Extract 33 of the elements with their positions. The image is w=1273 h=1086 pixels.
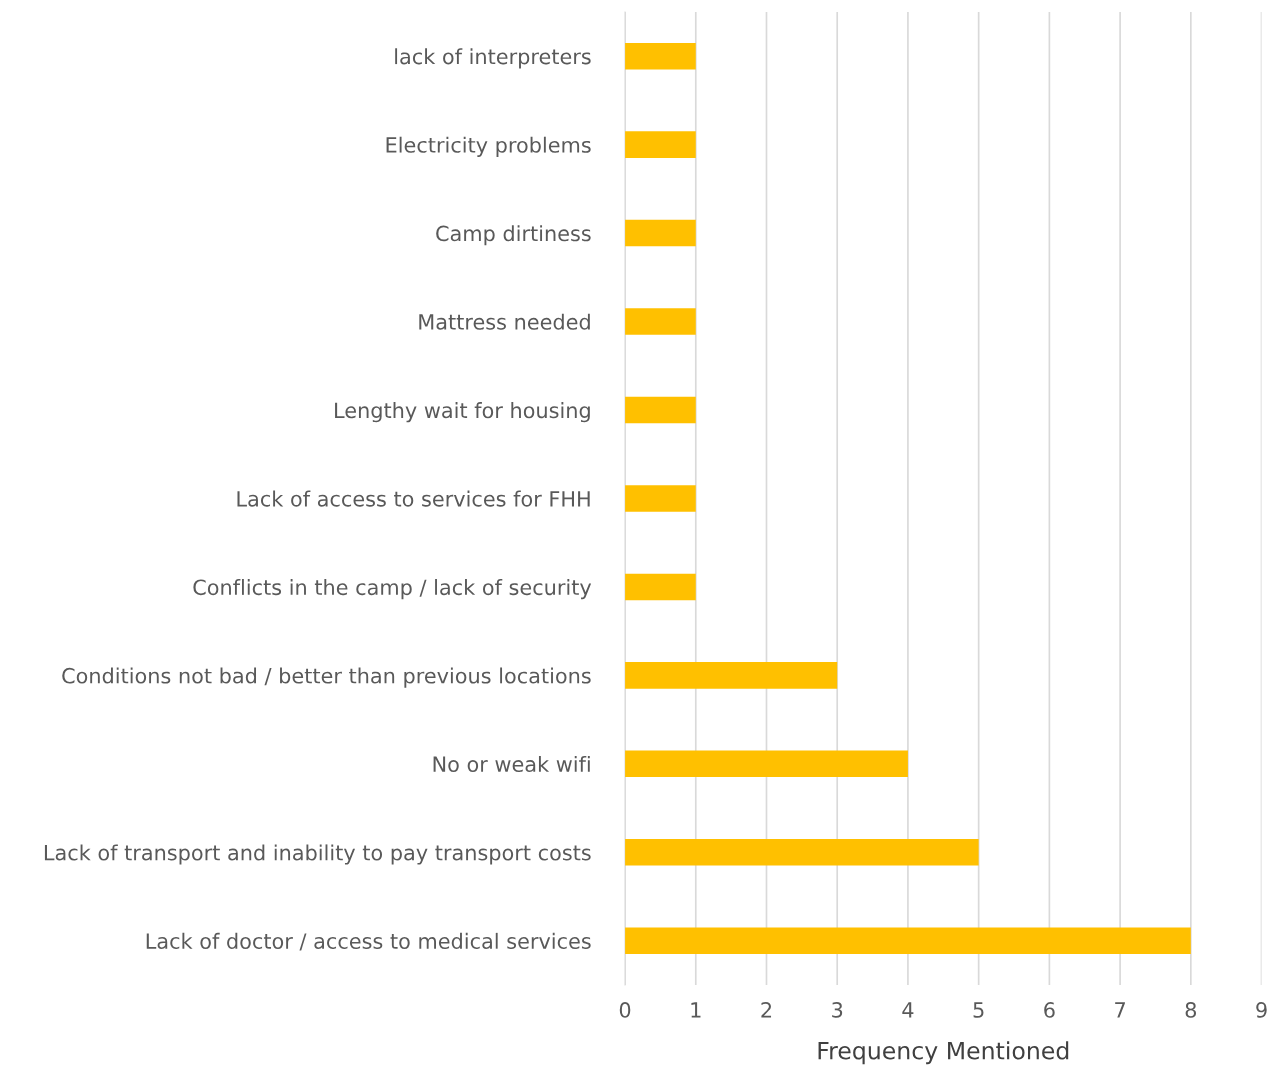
x-tick-label: 4: [902, 1002, 914, 1018]
bar: [625, 308, 696, 335]
y-tick-label: No or weak wifi: [433, 755, 590, 773]
y-tick-label: Mattress needed: [419, 313, 590, 330]
x-tick-label: 0: [619, 1002, 631, 1018]
y-tick-label: Camp dirtiness: [436, 225, 591, 246]
bar: [625, 839, 979, 866]
x-tick-label: 3: [832, 1002, 843, 1018]
y-tick-label: Lack of transport and inability to pay transport costs: [44, 844, 591, 865]
bar: [625, 219, 696, 247]
x-tick-label: 7: [1115, 1002, 1125, 1018]
bar: [625, 927, 1191, 955]
bar: [625, 750, 908, 778]
y-tick-label: Lengthy wait for housing: [335, 402, 590, 423]
bar: [625, 42, 696, 70]
bar: [625, 131, 696, 158]
y-tick-label: Conditions not bad / better than previous locations: [62, 667, 591, 688]
x-tick-label: 2: [761, 1002, 772, 1018]
bar: [625, 662, 838, 689]
y-tick-label: Lack of doctor / access to medical services: [146, 932, 591, 951]
x-axis-title: Frequency Mentioned: [818, 1041, 1069, 1065]
x-tick-label: 5: [973, 1002, 984, 1018]
bar: [625, 396, 696, 424]
x-tick-label: 8: [1185, 1002, 1197, 1018]
y-tick-label: Lack of access to services for FHH: [237, 490, 590, 507]
y-tick-label: lack of interpreters: [395, 48, 591, 69]
x-tick-label: 9: [1256, 1002, 1267, 1018]
bar: [625, 573, 696, 601]
y-tick-label: Conflicts in the camp / lack of security: [193, 579, 592, 600]
x-tick-label: 1: [691, 1002, 701, 1018]
x-tick-label: 6: [1044, 1002, 1055, 1018]
y-tick-label: Electricity problems: [386, 136, 591, 157]
bar: [625, 485, 696, 512]
